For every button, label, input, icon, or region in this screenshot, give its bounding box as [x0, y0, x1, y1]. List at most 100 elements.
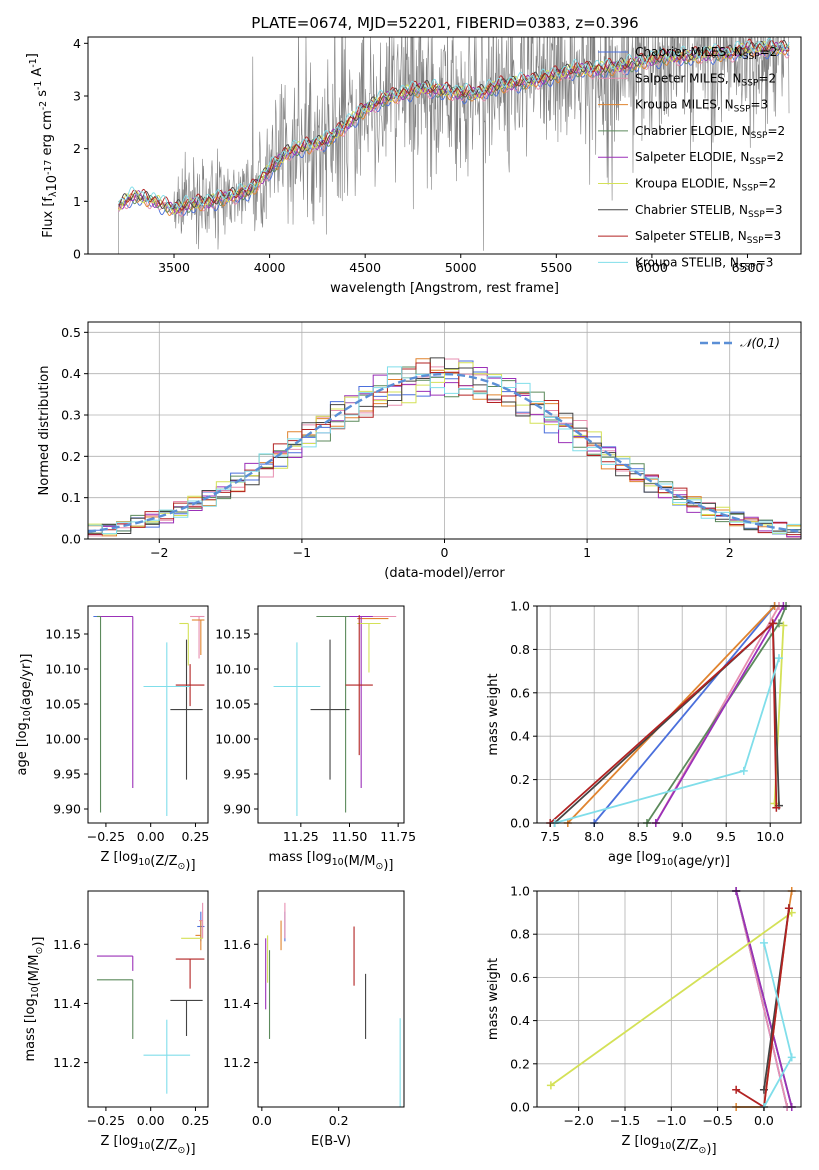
- age_vs_mass-ytick-label: 9.90: [223, 802, 251, 817]
- mass_vs_Z-ytick-label: 11.6: [53, 937, 81, 952]
- legend-tail: =3: [756, 255, 774, 269]
- weight_vs_age-xtick-label: 8.0: [584, 829, 604, 844]
- legend-tail: =2: [758, 177, 776, 191]
- label-text: age [log: [608, 850, 661, 865]
- label-text: 10: [659, 1141, 671, 1152]
- weight_vs_Z-xtick-label: −1.0: [656, 1113, 686, 1128]
- spectrum-xtick-label: 6500: [732, 260, 764, 275]
- weight_vs_Z-weight-marker: [784, 904, 793, 913]
- spectrum-ytick-label: 1: [73, 194, 81, 209]
- mass_vs_Z-plot-area: [96, 902, 205, 1094]
- label-text: mass weight: [486, 673, 501, 755]
- spectrum-model-line: [118, 39, 790, 210]
- label-text: Z [log: [100, 850, 138, 865]
- legend-tail: =3: [751, 98, 769, 112]
- label-text: 10: [138, 857, 150, 868]
- label-text: (Z/Z: [671, 1138, 698, 1153]
- age_vs_mass-ytick-label: 9.95: [223, 767, 251, 782]
- age_vs_mass-ytick-label: 10.05: [215, 697, 251, 712]
- label-text: (Z/Z: [150, 1138, 177, 1153]
- spectrum-xtick-label: 5500: [540, 260, 572, 275]
- weight_vs_age-ytick-label: 0.8: [510, 642, 530, 657]
- age_vs_Z-ytick-label: 9.95: [53, 767, 81, 782]
- weight_vs_Z-weight-marker: [546, 1081, 555, 1090]
- label-text: Z [log: [100, 1134, 138, 1149]
- residuals-ytick-label: 0.5: [61, 325, 81, 340]
- spectrum-ylabel: Flux [fλ10-17 erg cm-2 s-1 A-1]: [25, 53, 60, 238]
- label-text: E(B-V): [311, 1134, 351, 1149]
- weight_vs_age-weight-marker: [772, 803, 781, 812]
- label-text: λ: [48, 191, 59, 197]
- label-text: erg cm: [40, 110, 55, 159]
- spectrum-legend-label: Kroupa ELODIE, NSSP=2: [635, 177, 776, 194]
- label-text: age [log: [15, 722, 30, 775]
- spectrum-model-line: [118, 37, 790, 210]
- weight_vs_age-weight-marker: [775, 654, 783, 663]
- label-text: mass [log: [23, 998, 38, 1061]
- label-text: ⊙: [178, 1145, 186, 1156]
- age_vs_Z-frame: [87, 605, 209, 824]
- spectrum-ytick-label: 0: [73, 247, 81, 262]
- age_vs_mass-xlabel: mass [log10(M/M⊙)]: [269, 850, 394, 873]
- mass_vs_Z-ytick-label: 11.2: [53, 1055, 81, 1070]
- age_vs_mass-frame: [257, 605, 405, 824]
- label-text: ]: [25, 53, 40, 58]
- legend-main: Kroupa ELODIE, N: [635, 177, 742, 191]
- age_vs_mass-xtick-label: 11.50: [332, 829, 368, 844]
- mass_vs_ebv-xlabel: E(B-V): [311, 1134, 351, 1149]
- age_vs_Z-xtick-label: −0.25: [87, 829, 125, 844]
- weight_vs_age-weight-line: [554, 657, 780, 824]
- label-text: 10: [22, 710, 33, 722]
- age_vs_mass-ytick-label: 10.15: [215, 627, 251, 642]
- weight_vs_age-xtick-label: 9.0: [672, 829, 692, 844]
- spectrum-xtick-label: 4000: [254, 260, 286, 275]
- weight_vs_age-ytick-label: 0.0: [510, 816, 530, 831]
- label-text: ⊙: [178, 861, 186, 872]
- label-text: (M/M: [27, 955, 42, 987]
- spectrum-model-line: [118, 46, 790, 216]
- weight_vs_age-weight-marker: [770, 799, 779, 808]
- label-text: )]: [383, 858, 393, 873]
- spectrum-legend-label: Salpeter ELODIE, NSSP=2: [635, 150, 784, 167]
- mass_vs_Z-xtick-label: 0.00: [137, 1113, 165, 1128]
- legend-main: Kroupa STELIB, N: [635, 255, 739, 269]
- legend-sub: SSP: [747, 236, 764, 246]
- spectrum-xtick-label: 4500: [349, 260, 381, 275]
- label-text: 10: [332, 857, 344, 868]
- age_vs_Z-ytick-label: 9.90: [53, 802, 81, 817]
- label-text: (data-model)/error: [384, 566, 505, 581]
- residuals-ytick-label: 0.1: [61, 490, 81, 505]
- mass_vs_ebv-ytick-label: 11.6: [223, 937, 251, 952]
- label-text: (age/yr)]: [19, 654, 34, 711]
- mass_vs_ebv-xtick-label: 0.2: [329, 1113, 349, 1128]
- mass_vs_Z-frame: [87, 890, 209, 1108]
- label-text: Z [log: [621, 1134, 659, 1149]
- spectrum-legend-label: Kroupa STELIB, NSSP=3: [635, 255, 773, 272]
- weight_vs_Z-ytick-label: 0.6: [510, 970, 530, 985]
- residuals-histogram-step: [88, 362, 801, 536]
- mass_vs_ebv-frame: [257, 890, 405, 1108]
- age_vs_mass-xtick-label: 11.25: [283, 829, 319, 844]
- spectrum-ytick-label: 3: [73, 88, 81, 103]
- label-text: Flux [f: [41, 197, 56, 238]
- legend-main: Chabrier ELODIE, N: [635, 124, 751, 138]
- legend-sub: SSP: [749, 157, 766, 167]
- weight_vs_age-weight-marker: [739, 766, 748, 775]
- residuals-ylabel: Normed distribution: [37, 366, 52, 496]
- weight_vs_age-ylabel: mass weight: [486, 673, 501, 755]
- weight_vs_age-xtick-label: 10.0: [756, 829, 784, 844]
- residuals-plot-area: [87, 357, 802, 538]
- legend-sub: SSP: [751, 131, 768, 141]
- label-text: -1: [28, 58, 39, 67]
- label-text: (Z/Z: [150, 854, 177, 869]
- residuals-xtick-label: −2: [150, 545, 168, 560]
- weight_vs_Z-frame: [536, 890, 802, 1108]
- label-text: -2: [38, 101, 49, 110]
- weight_vs_age-plot-area: [546, 602, 791, 827]
- label-text: )]: [31, 937, 46, 947]
- weight_vs_Z-ytick-label: 0.0: [510, 1100, 530, 1115]
- label-text: )]: [706, 1142, 716, 1157]
- residuals-xtick-label: 0: [441, 545, 449, 560]
- spectrum-frame: [87, 36, 802, 255]
- legend-tail: =2: [760, 45, 778, 59]
